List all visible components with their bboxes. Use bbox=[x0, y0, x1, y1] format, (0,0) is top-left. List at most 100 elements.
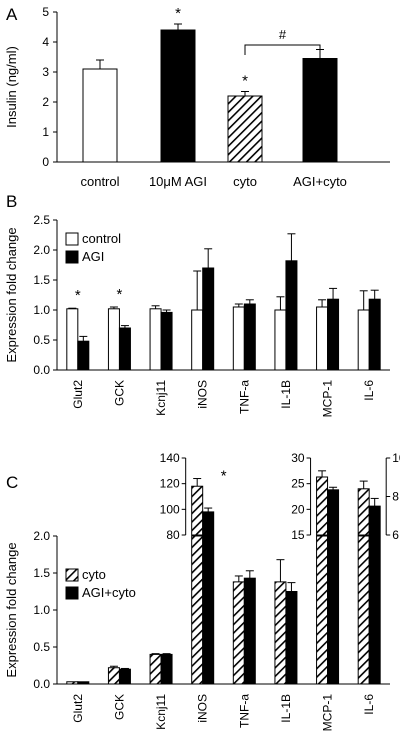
bar-AGI+cyto bbox=[302, 58, 338, 163]
bar-IL-6-control bbox=[357, 309, 370, 371]
y-tick-label: 1.0 bbox=[33, 303, 50, 317]
x-tick-label: IL-6 bbox=[362, 380, 376, 401]
bar-IL-6-cyto bbox=[357, 535, 370, 685]
bar-Kcnj11-AGI bbox=[160, 311, 173, 371]
bar-MCP-1-AGI+cyto bbox=[327, 535, 340, 685]
x-tick-label: Kcnj11 bbox=[154, 694, 168, 730]
significance-star: * bbox=[75, 287, 81, 304]
x-tick-label: TNF-a bbox=[237, 694, 251, 728]
y-tick-label: 2.0 bbox=[33, 243, 50, 257]
bar-MCP-1-control bbox=[316, 306, 329, 371]
bar-10μM AGI bbox=[160, 29, 196, 163]
bar-Glut2-AGI bbox=[77, 340, 90, 371]
legend-swatch-cyto bbox=[65, 568, 79, 582]
x-tick-label: GCK bbox=[112, 694, 126, 720]
bar-Glut2-control bbox=[66, 308, 79, 371]
bar-TNF-a-AGI+cyto bbox=[243, 577, 256, 685]
chart-root: Insulin (ng/ml) 0 1 2 3 4 5 control * 10μM AGI * cy… bbox=[4, 5, 400, 731]
bar-Kcnj11-AGI+cyto bbox=[160, 653, 173, 685]
inset-y-tick-label: 20 bbox=[291, 502, 305, 516]
bar-IL-6-AGI+cyto bbox=[368, 535, 381, 685]
significance-star: * bbox=[221, 468, 227, 485]
panel-label-b: B bbox=[6, 192, 17, 211]
significance-star: * bbox=[117, 286, 123, 303]
y-tick-label: 3 bbox=[42, 65, 49, 79]
x-tick-label: iNOS bbox=[196, 694, 210, 723]
x-tick-label: MCP-1 bbox=[321, 380, 335, 418]
significance-star: * bbox=[242, 73, 248, 90]
x-tick-label: GCK bbox=[112, 380, 126, 406]
x-tick-label: IL-6 bbox=[362, 694, 376, 715]
bracket-label: # bbox=[279, 27, 287, 42]
x-tick-label: IL-1B bbox=[279, 694, 293, 723]
inset-y-tick-label: 30 bbox=[291, 451, 305, 465]
bar-Kcnj11-cyto bbox=[149, 653, 162, 685]
y-axis-label: Expression fold change bbox=[4, 227, 19, 362]
legend-swatch-control bbox=[65, 232, 79, 246]
inset-bar-iNOS bbox=[191, 485, 204, 536]
bar-Glut2-cyto bbox=[66, 681, 79, 685]
bar-MCP-1-cyto bbox=[316, 535, 329, 685]
legend-label: AGI bbox=[82, 249, 104, 264]
x-tick-label: iNOS bbox=[196, 380, 210, 409]
y-tick-label: 4 bbox=[42, 35, 49, 49]
inset-y-tick-label: 25 bbox=[291, 477, 305, 491]
inset-y-tick-label: 6 bbox=[392, 528, 399, 542]
x-tick-label: control bbox=[80, 174, 119, 189]
inset-y-tick-label: 100 bbox=[160, 502, 180, 516]
bar-TNF-a-cyto bbox=[232, 581, 245, 685]
bar-iNOS-AGI+cyto bbox=[202, 535, 215, 685]
bar-GCK-cyto bbox=[107, 667, 120, 685]
inset-bar-IL-6 bbox=[357, 488, 370, 536]
x-tick-label: 10μM AGI bbox=[149, 174, 207, 189]
x-tick-label: Glut2 bbox=[71, 694, 85, 723]
legend-label: AGI+cyto bbox=[82, 585, 136, 600]
inset-bar-iNOS bbox=[202, 511, 215, 536]
bar-IL-1B-control bbox=[274, 309, 287, 371]
bar-IL-6-AGI bbox=[368, 298, 381, 371]
bar-iNOS-AGI bbox=[202, 267, 215, 371]
x-tick-label: AGI+cyto bbox=[293, 174, 347, 189]
bar-MCP-1-AGI bbox=[327, 298, 340, 371]
x-tick-label: cyto bbox=[233, 174, 257, 189]
bar-IL-1B-AGI bbox=[285, 260, 298, 371]
inset-bar-MCP-1 bbox=[327, 489, 340, 536]
inset-bar-IL-6 bbox=[368, 505, 381, 536]
bar-TNF-a-control bbox=[232, 306, 245, 371]
legend-swatch-AGI bbox=[65, 250, 79, 264]
y-tick-label: 1.5 bbox=[33, 273, 50, 287]
y-tick-label: 0.5 bbox=[33, 333, 50, 347]
panel-label-c: C bbox=[6, 473, 18, 492]
y-tick-label: 0.5 bbox=[33, 640, 50, 654]
legend-label: control bbox=[82, 231, 121, 246]
y-tick-label: 1 bbox=[42, 125, 49, 139]
bar-iNOS-control bbox=[191, 309, 204, 371]
x-tick-label: MCP-1 bbox=[321, 694, 335, 732]
y-tick-label: 1.5 bbox=[33, 566, 50, 580]
y-tick-label: 0 bbox=[42, 155, 49, 169]
y-tick-label: 5 bbox=[42, 5, 49, 19]
y-axis-label: Insulin (ng/ml) bbox=[4, 46, 19, 128]
y-tick-label: 1.0 bbox=[33, 603, 50, 617]
bar-Glut2-AGI+cyto bbox=[77, 681, 90, 685]
bar-GCK-AGI bbox=[118, 327, 131, 371]
x-tick-label: IL-1B bbox=[279, 380, 293, 409]
y-tick-label: 2 bbox=[42, 95, 49, 109]
bar-iNOS-cyto bbox=[191, 535, 204, 685]
bar-GCK-AGI+cyto bbox=[118, 668, 131, 685]
inset-y-tick-label: 120 bbox=[160, 477, 180, 491]
legend-label: cyto bbox=[82, 567, 106, 582]
bar-IL-1B-cyto bbox=[274, 581, 287, 685]
inset-y-tick-label: 140 bbox=[160, 451, 180, 465]
bar-control bbox=[82, 68, 118, 163]
x-tick-label: Kcnj11 bbox=[154, 380, 168, 416]
inset-y-tick-label: 80 bbox=[166, 528, 180, 542]
y-tick-label: 2.5 bbox=[33, 213, 50, 227]
inset-y-tick-label: 10 bbox=[392, 451, 400, 465]
significance-bracket bbox=[244, 44, 321, 55]
legend-swatch-AGI+cyto bbox=[65, 586, 79, 600]
inset-y-tick-label: 15 bbox=[291, 528, 305, 542]
bar-IL-1B-AGI+cyto bbox=[285, 591, 298, 685]
y-axis-label: Expression fold change bbox=[4, 542, 19, 677]
